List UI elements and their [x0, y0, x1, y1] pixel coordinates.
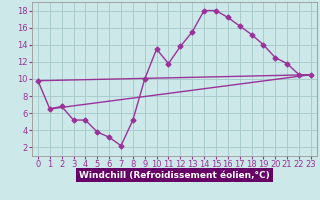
X-axis label: Windchill (Refroidissement éolien,°C): Windchill (Refroidissement éolien,°C) — [79, 171, 270, 180]
